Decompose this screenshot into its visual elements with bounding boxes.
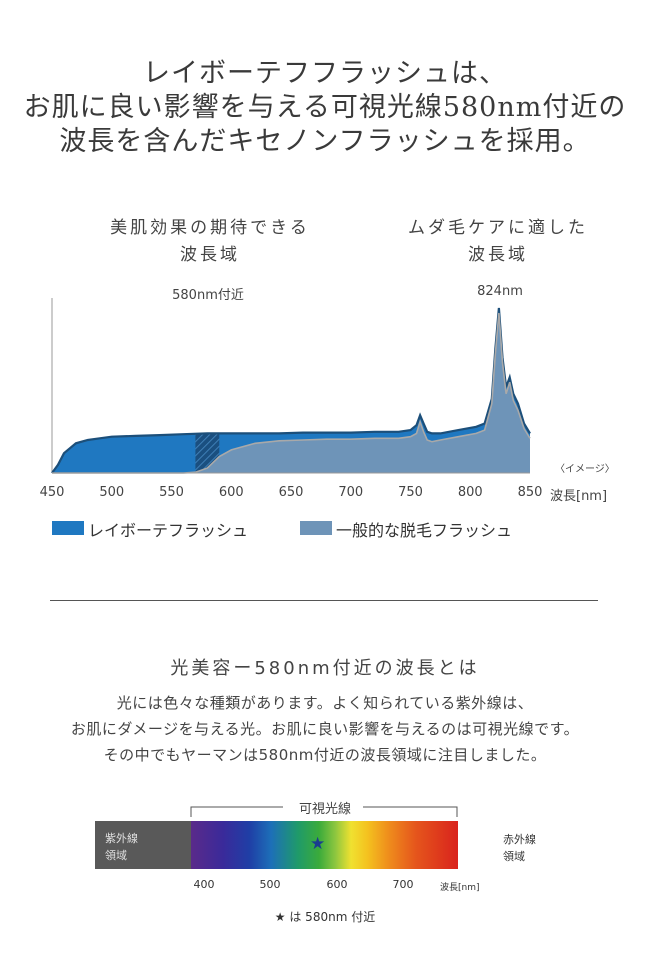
marker-580-label: 580nm付近: [172, 288, 244, 303]
x-tick-650: 650: [278, 485, 304, 500]
legend-swatch-general: [300, 521, 332, 535]
uv-region-label-line-2: 領域: [105, 849, 127, 862]
hair-range-label-line-2: 波長域: [468, 245, 528, 265]
section-title: 光美容ー580nm付近の波長とは: [170, 658, 480, 679]
star-580-icon: ★: [310, 834, 326, 854]
series-line-general: [52, 312, 531, 474]
x-tick-550: 550: [159, 485, 184, 500]
legend-swatch-raybeaute: [52, 521, 84, 535]
x-tick-800: 800: [457, 485, 483, 500]
skin-range-label-line-2: 波長域: [180, 245, 240, 265]
x-tick-450: 450: [39, 485, 65, 500]
ir-region-label-line-2: 領域: [503, 850, 525, 863]
spectrum-tick-600: 600: [326, 878, 348, 891]
star-footnote: ★ は 580nm 付近: [274, 910, 376, 924]
x-tick-600: 600: [218, 485, 244, 500]
uv-region-block: 紫外線 領域: [95, 821, 191, 869]
x-tick-700: 700: [338, 485, 364, 500]
section-paragraph-line-2: お肌にダメージを与える光。お肌に良い影響を与えるのは可視光線です。: [70, 720, 580, 738]
spectrum-chart: [51, 298, 531, 474]
spectrum-unit: 波長[nm]: [440, 883, 480, 893]
visible-light-bracket: [190, 806, 458, 817]
ir-region-label-line-1: 赤外線: [503, 833, 536, 846]
section-paragraph-line-3: その中でもヤーマンは580nm付近の波長領域に注目しました。: [103, 746, 547, 764]
x-tick-750: 750: [398, 485, 423, 500]
image-note: 〈イメージ〉: [555, 464, 615, 475]
highlight-band-580: [195, 308, 220, 473]
headline-line-1: レイボーテフフラッシュは、: [143, 58, 507, 89]
spectrum-tick-700: 700: [392, 878, 414, 891]
chart-series-layer: [51, 307, 531, 474]
spectrum-tick-400: 400: [193, 878, 215, 891]
x-axis-unit: 波長[nm]: [550, 489, 608, 504]
marker-824-label: 824nm: [477, 284, 523, 299]
skin-range-label-line-1: 美肌効果の期待できる: [110, 218, 310, 238]
hair-range-label-line-1: ムダ毛ケアに適した: [408, 218, 588, 238]
series-area-raybeaute: [52, 308, 530, 473]
headline-line-3: 波長を含んだキセノンフラッシュを採用。: [59, 126, 591, 157]
hair-range-label: ムダ毛ケアに適した 波長域: [348, 215, 648, 269]
skin-range-label: 美肌効果の期待できる 波長域: [60, 215, 360, 269]
x-tick-850: 850: [517, 485, 543, 500]
legend-label-raybeaute: レイボーテフラッシュ: [88, 521, 249, 540]
legend-label-general: 一般的な脱毛フラッシュ: [336, 521, 513, 540]
uv-region-label-line-1: 紫外線: [105, 832, 138, 845]
visible-spectrum-bar: [191, 821, 458, 869]
section-divider: [50, 600, 598, 601]
x-tick-500: 500: [99, 485, 125, 500]
spectrum-tick-500: 500: [259, 878, 281, 891]
section-paragraph-line-1: 光には色々な種類があります。よく知られている紫外線は、: [116, 694, 534, 712]
headline-line-2: お肌に良い影響を与える可視光線580nm付近の: [23, 92, 627, 123]
visible-light-label: 可視光線: [298, 802, 351, 817]
